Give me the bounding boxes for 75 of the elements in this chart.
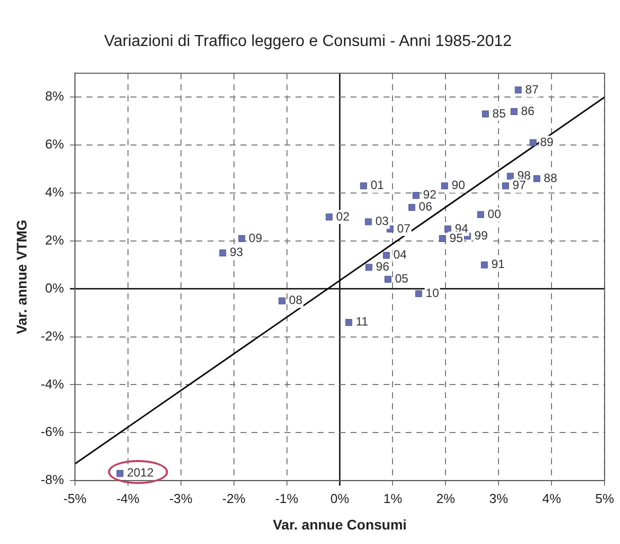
annotation: 00: [488, 206, 502, 221]
annotation: 89: [540, 135, 554, 150]
annotation: 97: [512, 178, 526, 192]
point: [482, 110, 489, 118]
y-tick-label: 2%: [45, 232, 64, 248]
x-tick-label: -2%: [222, 490, 246, 506]
point: [439, 235, 446, 242]
x-tick-label: -5%: [63, 490, 87, 506]
point: [514, 86, 522, 94]
point: [365, 264, 372, 271]
x-tick-label: 1%: [383, 490, 403, 506]
chart-title: Variazioni di Traffico leggero e Consumi - Anni 1985-2012: [104, 33, 512, 50]
point: [384, 276, 392, 283]
point: [345, 319, 352, 326]
y-tick-label: 0%: [45, 280, 64, 296]
y-tick-label: -4%: [40, 376, 64, 392]
point: [441, 182, 448, 190]
y-tick-label: 6%: [45, 136, 64, 152]
point: [360, 182, 368, 190]
x-tick-label: 0%: [330, 490, 350, 506]
annotation: 07: [397, 221, 411, 236]
annotation: 95: [450, 230, 464, 245]
point: [238, 235, 246, 242]
y-tick-label: -6%: [40, 424, 64, 440]
point: [533, 175, 540, 182]
point: [506, 172, 514, 180]
point: [219, 250, 226, 256]
annotation: 88: [544, 170, 558, 185]
annotation: 04: [393, 248, 408, 262]
annotation: 02: [336, 209, 350, 224]
annotation: 90: [452, 178, 466, 192]
y-tick-label: -2%: [40, 328, 64, 344]
x-tick-label: 4%: [542, 490, 562, 506]
annotation: 08: [289, 293, 303, 308]
annotation: 11: [356, 314, 369, 329]
x-tick-label: -3%: [169, 490, 193, 506]
point: [326, 214, 333, 220]
x-tick-label: 3%: [489, 490, 508, 506]
point: [444, 226, 452, 232]
point: [382, 252, 390, 259]
y-tick-label: 4%: [45, 184, 64, 200]
annotation: 06: [418, 200, 432, 214]
point: [510, 108, 518, 115]
annotation: 10: [426, 286, 440, 300]
annotation: 86: [521, 104, 535, 118]
x-tick-label: -1%: [275, 490, 299, 506]
point: [480, 261, 488, 268]
x-tick-label: -4%: [116, 490, 140, 506]
point: [502, 182, 509, 190]
annotation: 93: [230, 245, 244, 260]
point: [530, 139, 537, 146]
y-axis-title: Var. annue VTMG: [13, 220, 30, 334]
y-tick-label: -8%: [40, 472, 64, 488]
annotation: 01: [370, 178, 384, 192]
point: [116, 470, 124, 477]
x-tick-label: 5%: [595, 490, 614, 506]
annotation: 05: [394, 272, 409, 286]
annotation: 85: [492, 106, 506, 120]
annotation: 96: [376, 260, 390, 274]
annotation: 2012: [126, 466, 154, 480]
annotation: 91: [491, 257, 506, 272]
annotation: 09: [248, 230, 262, 245]
annotation: 87: [525, 82, 539, 96]
point: [477, 211, 484, 218]
annotation: 92: [423, 188, 437, 202]
y-tick-label: 8%: [45, 88, 64, 104]
x-axis-title: Var. annue Consumi: [272, 516, 407, 532]
point: [408, 204, 416, 211]
point: [412, 192, 420, 199]
point: [364, 218, 372, 226]
x-tick-label: 2%: [436, 490, 456, 506]
annotation: 99: [474, 228, 488, 242]
point: [278, 297, 286, 304]
point: [415, 290, 422, 298]
annotation: 03: [375, 214, 390, 228]
